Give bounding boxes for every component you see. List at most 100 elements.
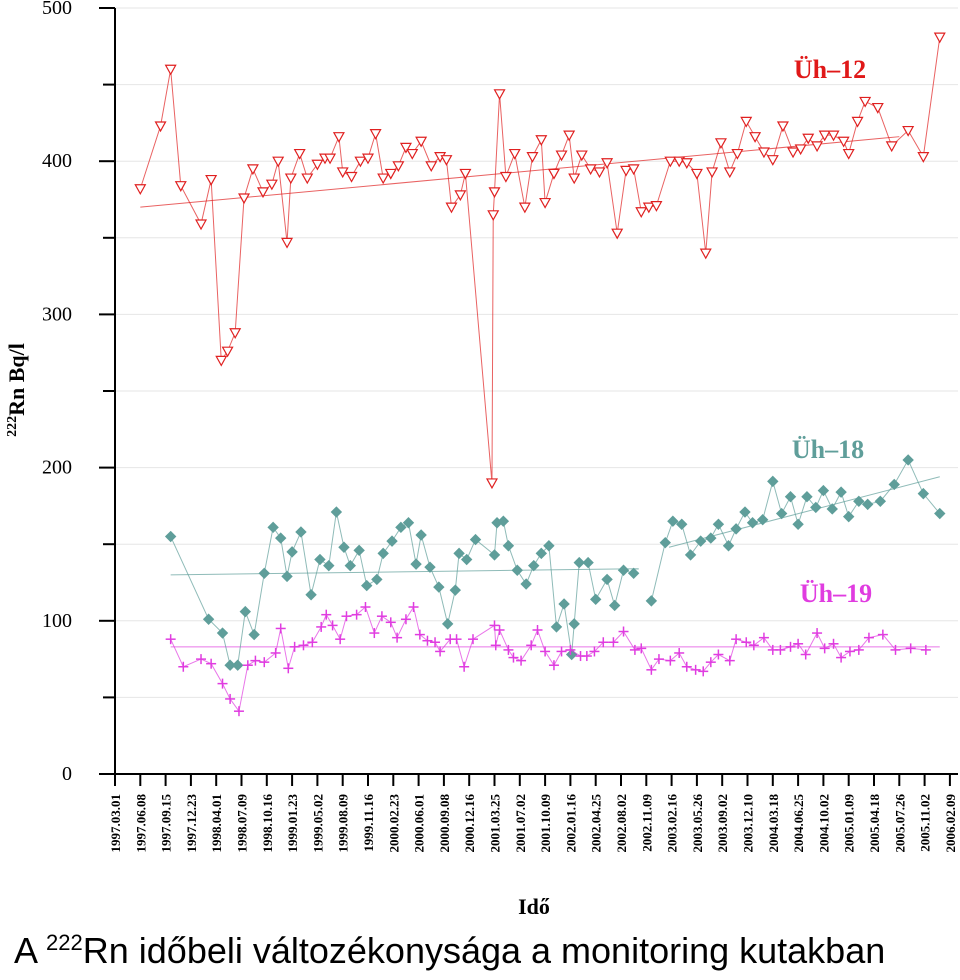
data-point (563, 130, 576, 142)
data-point (758, 632, 769, 643)
data-point (582, 556, 594, 569)
data-point (535, 547, 548, 560)
data-point (731, 148, 744, 160)
data-point (794, 144, 807, 156)
data-point (307, 637, 318, 648)
data-point (874, 495, 887, 508)
data-point (694, 535, 707, 547)
data-point (584, 164, 597, 176)
data-point (369, 129, 382, 140)
radon-chart: 0 100 200 300 400 500 1997.03.01 1997.06.08 1997… (4, 0, 958, 919)
data-point (406, 148, 419, 160)
data-point (731, 634, 742, 645)
y-tick-label: 300 (42, 303, 72, 325)
data-point (298, 640, 309, 651)
data-point (739, 506, 751, 518)
data-point (341, 611, 352, 622)
data-point (575, 150, 588, 162)
data-point (650, 201, 663, 212)
data-point (265, 179, 278, 191)
series-Üh–19 (165, 602, 931, 717)
data-point (246, 164, 259, 176)
data-point (629, 644, 640, 655)
data-point (698, 666, 709, 677)
data-point (283, 663, 294, 674)
data-point (202, 613, 215, 625)
data-point (354, 156, 367, 168)
data-point (392, 161, 405, 173)
data-point (776, 121, 789, 133)
data-point (684, 549, 697, 561)
data-point (516, 655, 527, 666)
data-point (361, 153, 375, 165)
data-point (646, 664, 657, 675)
data-point (627, 567, 640, 580)
data-point (305, 589, 317, 601)
data-point (853, 644, 864, 655)
data-point (674, 647, 685, 658)
x-tick-label: 2002.08.02 (614, 794, 629, 853)
x-tick-label: 2005.04.18 (867, 794, 882, 853)
x-tick-label: 2005.11.02 (918, 794, 933, 852)
data-point (627, 164, 640, 176)
data-point (871, 102, 884, 114)
series-label: Üh–12 (794, 55, 866, 84)
data-point (676, 518, 688, 530)
data-point (699, 248, 712, 260)
y-tick-label: 500 (42, 0, 72, 19)
data-point (154, 121, 167, 133)
data-point (917, 152, 930, 163)
data-point (415, 529, 427, 541)
data-point (842, 148, 855, 160)
data-point (793, 638, 804, 649)
data-point (284, 173, 297, 185)
data-point (321, 609, 332, 620)
data-point (611, 228, 624, 240)
trend-line (170, 568, 639, 576)
data-point (667, 515, 679, 527)
data-point (242, 660, 253, 671)
x-tick-label: 2005.01.09 (842, 794, 857, 853)
data-point (323, 559, 335, 572)
x-tick-label: 1999.08.09 (336, 794, 351, 853)
x-tick-label: 2002.04.25 (589, 794, 604, 853)
data-point (441, 618, 454, 630)
x-tick-label: 2003.05.26 (690, 794, 705, 853)
data-point (539, 197, 552, 209)
data-point (775, 644, 786, 655)
data-point (385, 617, 396, 628)
data-point (767, 475, 779, 488)
data-point (550, 621, 563, 633)
data-point (543, 540, 555, 552)
data-point (706, 167, 719, 179)
data-point (460, 553, 473, 566)
data-point (275, 532, 287, 544)
data-point (410, 558, 422, 570)
data-point (837, 136, 850, 148)
data-point (653, 654, 664, 665)
data-point (258, 567, 270, 580)
data-point (712, 518, 725, 530)
x-tick-label: 1997.03.01 (108, 794, 123, 853)
series-line (170, 511, 634, 666)
data-point (836, 652, 847, 663)
x-tick-label: 1999.11.16 (361, 794, 376, 852)
data-point (445, 202, 458, 214)
data-point (377, 547, 389, 560)
data-point (238, 193, 251, 205)
data-point (490, 640, 501, 651)
data-point (164, 64, 177, 76)
data-point (528, 559, 540, 572)
data-point (345, 171, 358, 183)
data-point (817, 484, 830, 497)
series-Üh–12 (134, 32, 946, 490)
data-point (259, 657, 270, 668)
data-point (316, 621, 327, 632)
series-line (170, 605, 926, 713)
data-point (449, 584, 461, 596)
data-point (535, 135, 548, 146)
data-point (467, 634, 478, 645)
y-tick-label: 200 (42, 457, 72, 479)
data-point (740, 116, 753, 128)
data-point (206, 658, 217, 669)
